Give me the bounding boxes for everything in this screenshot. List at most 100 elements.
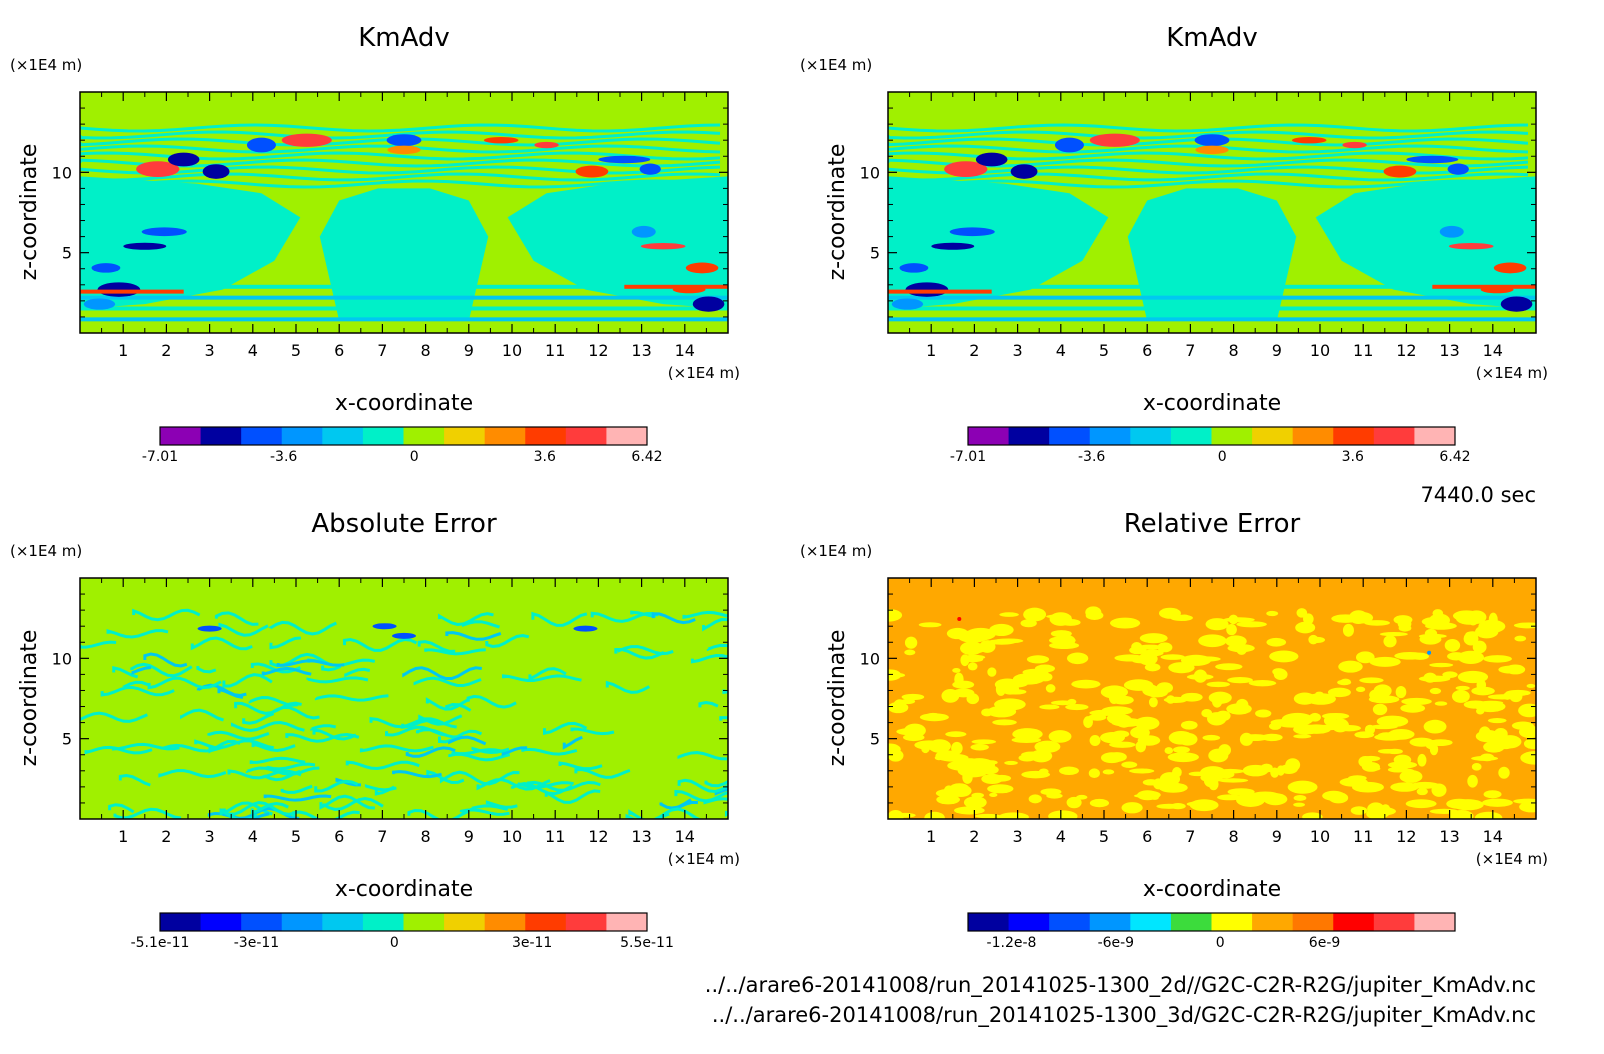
field-speck <box>1088 768 1100 778</box>
field-speck <box>1045 684 1056 693</box>
colorbar-swatch <box>1049 427 1091 445</box>
x-tick-label: 8 <box>1229 341 1239 360</box>
field-band <box>888 306 1536 311</box>
field-squiggle <box>314 694 389 702</box>
field-stripe-strong <box>624 284 728 289</box>
colorbar-tick-label: 5.5e-11 <box>620 935 674 951</box>
field-squiggle <box>722 689 728 694</box>
field-squiggle <box>698 701 719 708</box>
x-tick-label: 10 <box>1310 827 1330 846</box>
colorbar-tick-label: -5.1e-11 <box>131 935 190 951</box>
field-stripe <box>888 144 1529 154</box>
field-speck <box>971 792 985 798</box>
field-squiggle <box>724 810 728 817</box>
field-speck <box>1102 769 1115 775</box>
x-tick-label: 12 <box>588 341 608 360</box>
y-axis-label: z-coordinate <box>17 144 42 281</box>
field-squiggle <box>321 664 342 672</box>
field-speck <box>1266 637 1287 647</box>
colorbar-swatch <box>1049 913 1091 931</box>
field-band <box>888 317 1536 322</box>
field-speck <box>1212 696 1223 708</box>
field-speck <box>994 698 1026 711</box>
field-speck <box>1139 633 1168 644</box>
field-speck <box>1003 679 1029 688</box>
colorbar-tick-label: 0 <box>1218 449 1227 465</box>
field-eddy <box>1406 155 1459 164</box>
field-squiggle <box>208 739 241 754</box>
field-speck <box>1148 697 1158 708</box>
colorbar-swatch <box>1089 427 1131 445</box>
x-tick-label: 4 <box>1056 827 1066 846</box>
field-speck <box>1026 655 1050 664</box>
y-unit-label: (×1E4 m) <box>800 542 872 560</box>
x-tick-label: 5 <box>1099 341 1109 360</box>
x-tick-label: 10 <box>502 827 522 846</box>
field-speck <box>1431 783 1447 797</box>
colorbar-tick-label: -7.01 <box>950 449 986 465</box>
field-squiggle <box>466 694 517 709</box>
field-squiggle <box>674 789 728 803</box>
x-tick-label: 3 <box>1013 827 1023 846</box>
colorbar-swatch <box>1211 913 1253 931</box>
field-speck <box>1100 732 1125 744</box>
field-speck <box>987 667 997 677</box>
field-eddy <box>386 134 422 147</box>
field-squiggle <box>425 697 471 711</box>
field-squiggle <box>402 666 482 681</box>
field-squiggle <box>570 727 615 736</box>
field-squiggle <box>321 796 384 811</box>
colorbar-swatch <box>1414 913 1456 931</box>
field-eddy <box>1439 225 1464 238</box>
field-speck <box>1028 794 1042 804</box>
field-speck <box>1114 654 1145 662</box>
field-squiggle <box>190 636 253 651</box>
field-speck <box>1509 690 1523 703</box>
field-speck <box>1455 685 1470 691</box>
field-speck <box>1178 732 1198 746</box>
panel-absolute-error: Absolute Error (×1E4 m) 1 2 3 4 5 6 7 8 9 10 11 12 1… <box>10 509 740 951</box>
field-speck <box>1226 623 1237 636</box>
field-squiggle <box>158 769 227 779</box>
x-tick-label: 14 <box>675 341 695 360</box>
field-eddy <box>1291 136 1327 144</box>
x-tick-label: 10 <box>1310 341 1330 360</box>
field-squiggle <box>345 760 420 771</box>
colorbar-swatch <box>160 913 202 931</box>
field-squiggle <box>630 610 656 618</box>
field-eddy <box>197 625 222 632</box>
panel-relative-error: Relative Error (×1E4 m) 1 2 3 4 5 6 7 8 9 10 11 12 1… <box>800 509 1548 951</box>
field-speck <box>1355 686 1366 693</box>
field-stripe <box>80 130 721 140</box>
x-tick-label: 9 <box>464 341 474 360</box>
field-speck <box>1429 743 1439 756</box>
field-squiggle <box>268 620 338 636</box>
x-tick-label: 2 <box>161 827 171 846</box>
field-speck <box>1471 763 1482 771</box>
x-tick-label: 1 <box>926 827 936 846</box>
x-tick-label: 11 <box>545 827 565 846</box>
field-speck <box>1089 798 1110 808</box>
file-path-3d: ../../arare6-20141008/run_20141025-1300_… <box>712 1003 1536 1028</box>
field-squiggle <box>690 653 728 664</box>
x-tick-label: 14 <box>675 827 695 846</box>
field-squiggle <box>218 622 269 637</box>
field-squiggle <box>251 742 296 752</box>
field-speck <box>1340 678 1351 685</box>
x-tick-label: 13 <box>631 827 651 846</box>
field-speck <box>1423 719 1447 734</box>
field-speck <box>1021 751 1046 758</box>
field-speck <box>1295 621 1316 634</box>
field-speck <box>1372 703 1388 716</box>
field-speck <box>1212 770 1235 779</box>
field-squiggle <box>285 733 360 743</box>
y-axis-label: z-coordinate <box>825 144 850 281</box>
field-speck <box>1350 806 1368 815</box>
x-tick-label: 7 <box>1185 827 1195 846</box>
field-lobe <box>507 176 728 309</box>
field-speck <box>1050 700 1075 706</box>
field-speck <box>1215 710 1231 722</box>
field-squiggle <box>207 730 270 741</box>
field-speck <box>1071 679 1101 689</box>
colorbar-swatch <box>968 427 1010 445</box>
